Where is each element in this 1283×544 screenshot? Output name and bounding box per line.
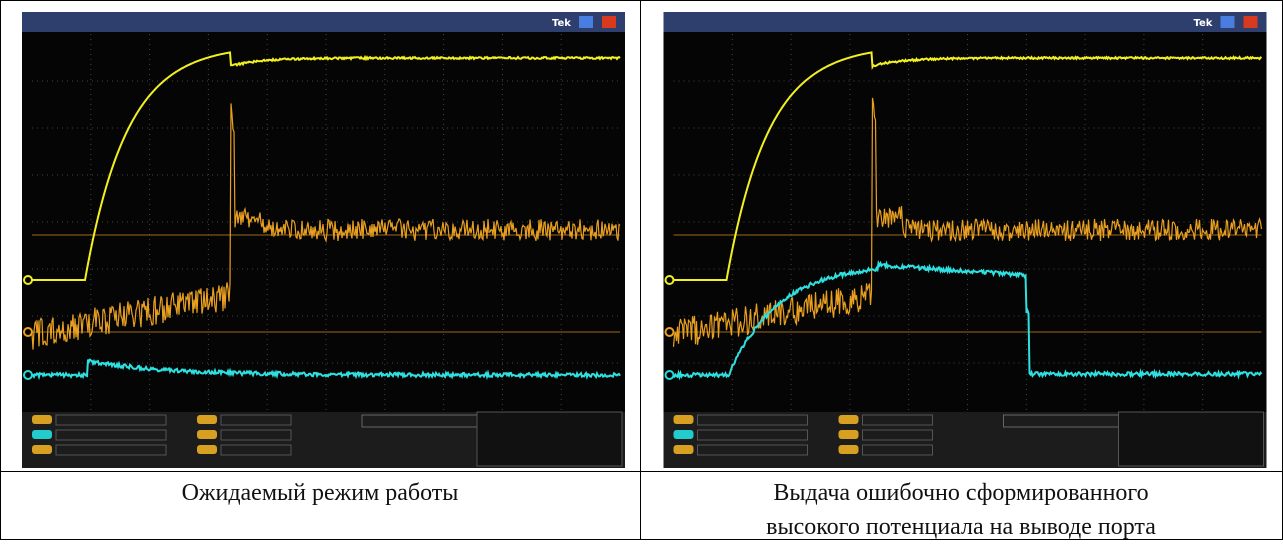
channel-badge <box>32 430 52 439</box>
caption: Ожидаемый режим работы <box>0 476 640 510</box>
brand: Tek <box>1194 18 1213 29</box>
channel-badge <box>32 415 52 424</box>
acq-box <box>1119 412 1264 466</box>
icon <box>579 16 593 28</box>
brand: Tek <box>552 18 571 29</box>
icon <box>1244 16 1258 28</box>
channel-badge <box>839 430 859 439</box>
icon <box>1221 16 1235 28</box>
channel-badge <box>839 415 859 424</box>
caption: высокого потенциала на выводе порта <box>641 510 1281 544</box>
channel-badge <box>197 445 217 454</box>
screen-bg <box>22 12 625 468</box>
oscilloscope-screen: Tek <box>22 12 625 468</box>
channel-badge <box>197 430 217 439</box>
acq-box <box>477 412 622 466</box>
oscilloscope-screen: Tek <box>662 12 1268 468</box>
channel-badge <box>839 445 859 454</box>
menu-bar <box>664 12 1267 32</box>
menu-bar <box>22 12 625 32</box>
channel-badge <box>674 445 694 454</box>
channel-badge <box>197 415 217 424</box>
channel-badge <box>674 415 694 424</box>
channel-badge <box>674 430 694 439</box>
screen-bg <box>664 12 1267 468</box>
icon <box>602 16 616 28</box>
channel-badge <box>32 445 52 454</box>
caption: Выдача ошибочно сформированного <box>641 476 1281 510</box>
